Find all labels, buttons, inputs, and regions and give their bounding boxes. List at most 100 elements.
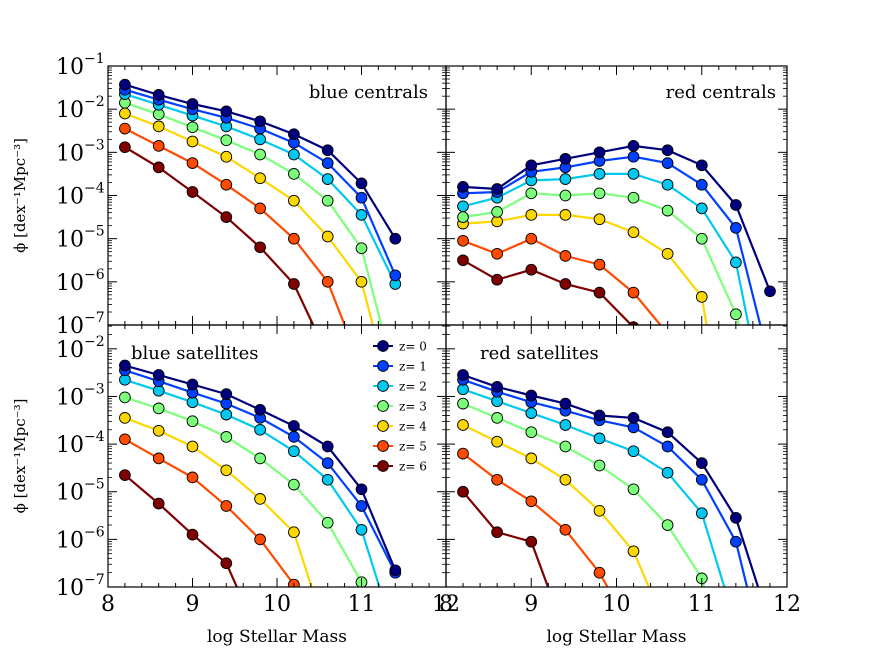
data-point [457, 485, 469, 498]
legend-label: z= 1 [399, 360, 427, 374]
data-point [186, 415, 199, 428]
legend-label: z= 6 [399, 460, 427, 474]
data-point [661, 178, 674, 191]
data-point [152, 369, 165, 381]
data-point [593, 168, 606, 180]
data-point [661, 204, 674, 217]
x-tick-label: 11 [688, 592, 716, 617]
y-tick-exponent: −6 [84, 524, 105, 540]
y-tick-exponent: −3 [84, 381, 105, 397]
data-point [491, 435, 503, 448]
y-tick-label: 10 [56, 314, 84, 339]
data-point [119, 122, 131, 135]
data-point [288, 168, 300, 180]
data-point [288, 194, 300, 207]
data-point [288, 232, 300, 245]
y-tick-exponent: −5 [84, 224, 105, 240]
y-tick-exponent: −2 [84, 334, 105, 350]
data-point [355, 242, 368, 255]
data-point [321, 275, 334, 288]
data-point [220, 500, 233, 512]
y-tick-label: 10 [56, 98, 84, 123]
panel-3-frame [445, 324, 788, 588]
data-point [321, 230, 334, 243]
legend-marker [377, 420, 389, 432]
data-point [525, 159, 538, 172]
data-point [661, 519, 674, 531]
data-point [695, 473, 708, 486]
data-point [254, 115, 266, 128]
data-point [220, 211, 233, 223]
data-point [559, 278, 572, 290]
legend-entry: z= 0 [373, 340, 427, 354]
data-point [627, 168, 640, 180]
data-point [254, 148, 266, 161]
data-point [491, 183, 503, 195]
data-point [186, 378, 199, 391]
data-point [220, 178, 233, 191]
data-point [321, 516, 334, 529]
x-tick-label: 9 [186, 592, 200, 617]
data-point [627, 226, 640, 239]
labels-layer: 10−110−210−310−410−510−610 −7ϕ [dex⁻¹Mpc⁻… [11, 51, 801, 647]
y-tick-label: 10 [56, 338, 84, 363]
data-point [525, 535, 538, 548]
data-point [119, 469, 131, 481]
legend-entry: z= 5 [373, 440, 427, 454]
data-point [152, 161, 165, 174]
data-point [119, 78, 131, 91]
data-point [457, 447, 469, 460]
data-point [288, 420, 300, 432]
data-point [254, 533, 266, 546]
panel-1-plot [457, 140, 776, 325]
data-point [355, 275, 368, 288]
y-tick-label: 10 [56, 141, 84, 166]
data-point [661, 426, 674, 439]
data-point [457, 181, 469, 193]
series-line-z0 [462, 373, 760, 587]
data-point [321, 194, 334, 207]
x-tick-label: 12 [432, 592, 460, 617]
x-tick-label: 10 [603, 592, 631, 617]
data-point [559, 523, 572, 536]
series-line-z5 [124, 127, 346, 325]
data-point [661, 466, 674, 479]
data-point [627, 412, 640, 424]
data-point [457, 369, 469, 381]
legend-marker [377, 360, 389, 372]
data-point [730, 199, 742, 211]
data-point [559, 152, 572, 165]
data-point [288, 128, 300, 141]
data-point [186, 157, 199, 169]
x-tick-label: 9 [524, 592, 538, 617]
data-point [119, 141, 131, 154]
data-point [186, 528, 199, 541]
data-point [355, 191, 368, 204]
panel-title: blue satellites [131, 343, 259, 364]
x-tick-label: 8 [101, 592, 115, 617]
data-point [730, 256, 742, 269]
y-tick-label: 10 [56, 55, 84, 80]
data-point [661, 440, 674, 453]
data-point [525, 232, 538, 245]
series-line-z6 [462, 490, 550, 587]
data-point [457, 234, 469, 247]
data-point [254, 241, 266, 254]
data-point [220, 557, 233, 570]
data-point [593, 566, 606, 579]
x-axis-label: log Stellar Mass [207, 627, 347, 647]
legend-entry: z= 2 [373, 380, 427, 394]
data-point [491, 247, 503, 260]
data-point [457, 397, 469, 410]
series-line-z1 [462, 155, 762, 325]
series-line-z5 [462, 237, 662, 325]
data-point [661, 144, 674, 157]
data-point [730, 512, 742, 524]
series-line-z5 [462, 452, 609, 587]
data-point [288, 278, 300, 290]
y-tick-label: 10 [56, 228, 84, 253]
data-point [321, 457, 334, 469]
legend-entry: z= 4 [373, 420, 427, 434]
legend-marker [377, 460, 389, 472]
x-tick-label: 10 [263, 592, 291, 617]
